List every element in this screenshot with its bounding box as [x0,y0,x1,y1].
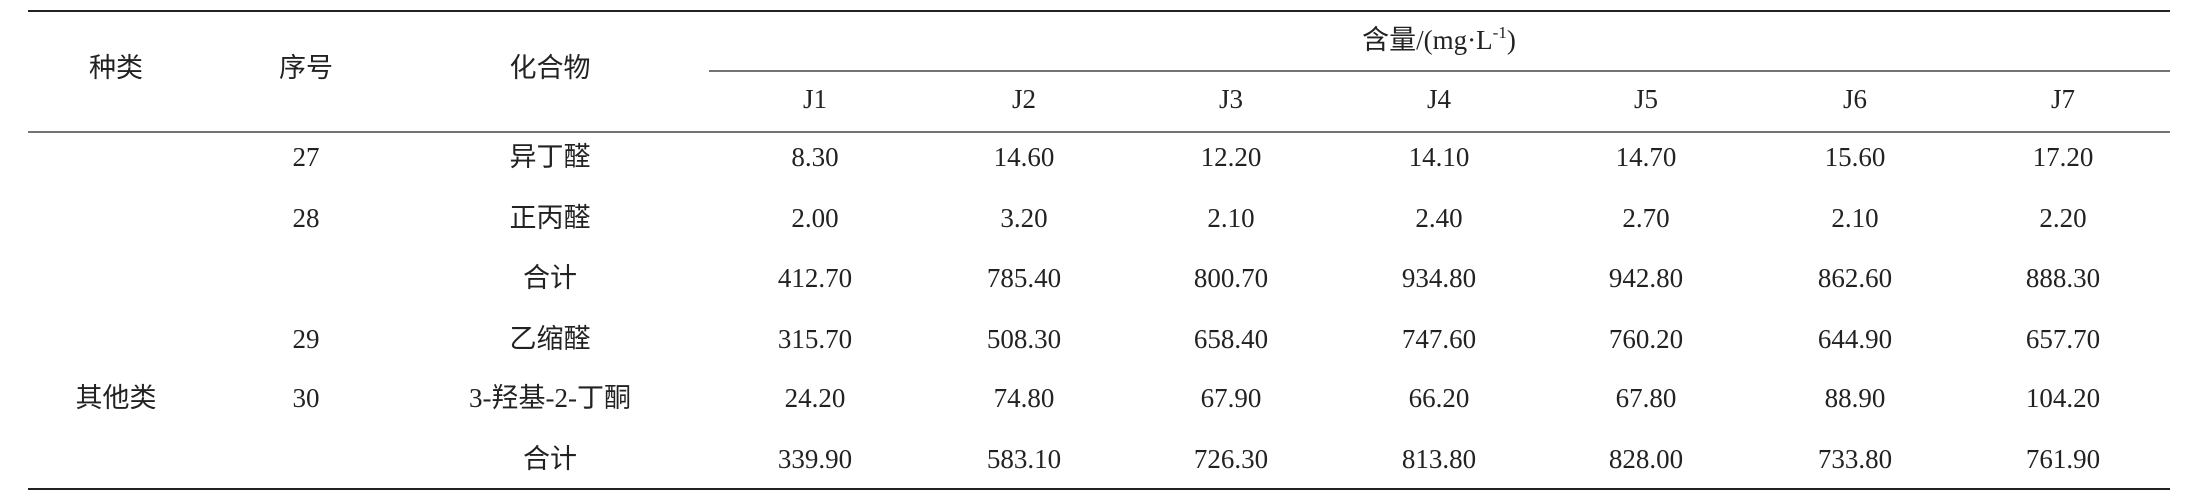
value-cell: 657.70 [2026,324,2100,354]
value-cell: 934.80 [1402,263,1476,293]
column-header: J5 [1634,84,1658,114]
value-cell: 104.20 [2026,383,2100,413]
value-cell: 2.20 [2039,203,2086,233]
value-cell: 14.10 [1409,142,1470,172]
value-cell: 813.80 [1402,444,1476,474]
header-content: 含量/(mg·L-1) [1362,23,1516,55]
value-cell: 760.20 [1609,324,1683,354]
compound-cell: 合计 [523,444,577,474]
value-cell: 12.20 [1201,142,1262,172]
seq-cell: 28 [293,203,320,233]
column-header: J3 [1219,84,1243,114]
value-cell: 17.20 [2033,142,2094,172]
value-cell: 14.60 [994,142,1055,172]
value-cell: 24.20 [785,383,846,413]
value-cell: 8.30 [791,142,838,172]
header-category: 种类 [89,53,143,83]
compound-cell: 异丁醛 [510,142,591,172]
header-content-sup: -1 [1493,23,1507,42]
seq-cell: 30 [293,383,320,413]
value-cell: 862.60 [1818,263,1892,293]
value-cell: 942.80 [1609,263,1683,293]
value-cell: 733.80 [1818,444,1892,474]
value-cell: 66.20 [1409,383,1470,413]
header-content-close: ) [1507,25,1516,55]
value-cell: 2.10 [1207,203,1254,233]
value-cell: 339.90 [778,444,852,474]
value-cell: 3.20 [1000,203,1047,233]
header-content-text: 含量/(mg·L [1362,25,1492,55]
value-cell: 67.80 [1616,383,1677,413]
header-compound: 化合物 [510,53,591,83]
column-header: J1 [803,84,827,114]
compound-cell: 乙缩醛 [510,324,591,354]
value-cell: 785.40 [987,263,1061,293]
value-cell: 67.90 [1201,383,1262,413]
value-cell: 726.30 [1194,444,1268,474]
header-seq: 序号 [279,53,333,83]
seq-cell: 29 [293,324,320,354]
value-cell: 800.70 [1194,263,1268,293]
compound-cell: 合计 [523,263,577,293]
compound-cell: 正丙醛 [510,203,591,233]
value-cell: 14.70 [1616,142,1677,172]
value-cell: 2.40 [1415,203,1462,233]
value-cell: 658.40 [1194,324,1268,354]
value-cell: 644.90 [1818,324,1892,354]
value-cell: 888.30 [2026,263,2100,293]
value-cell: 747.60 [1402,324,1476,354]
value-cell: 761.90 [2026,444,2100,474]
value-cell: 88.90 [1825,383,1886,413]
value-cell: 315.70 [778,324,852,354]
compound-cell: 3-羟基-2-丁酮 [469,383,631,413]
column-header: J6 [1843,84,1867,114]
value-cell: 74.80 [994,383,1055,413]
value-cell: 2.00 [791,203,838,233]
category-cell: 其他类 [76,383,157,413]
value-cell: 2.70 [1622,203,1669,233]
value-cell: 15.60 [1825,142,1886,172]
value-cell: 583.10 [987,444,1061,474]
column-header: J7 [2051,84,2075,114]
column-header: J4 [1427,84,1452,114]
column-header: J2 [1012,84,1036,114]
value-cell: 2.10 [1831,203,1878,233]
seq-cell: 27 [293,142,320,172]
value-cell: 412.70 [778,263,852,293]
value-cell: 828.00 [1609,444,1683,474]
value-cell: 508.30 [987,324,1061,354]
